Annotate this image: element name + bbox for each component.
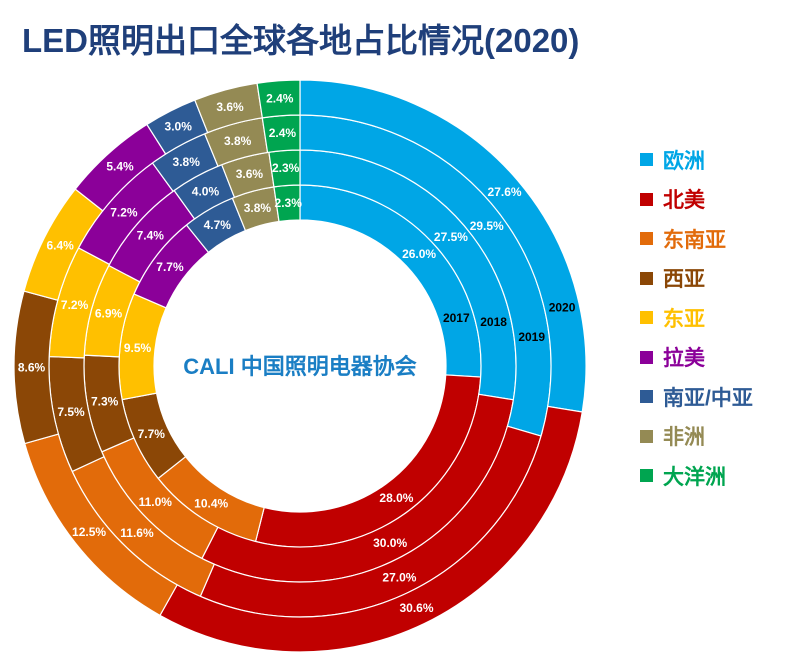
- legend-item: 非洲: [640, 417, 753, 457]
- data-label: 7.5%: [57, 405, 85, 419]
- data-label: 7.7%: [138, 427, 166, 441]
- legend-swatch: [640, 469, 653, 483]
- legend: 欧洲北美东南亚西亚东亚拉美南亚/中亚非洲大洋洲: [640, 140, 753, 496]
- data-label: 28.0%: [379, 491, 413, 505]
- legend-swatch: [640, 311, 653, 325]
- legend-swatch: [640, 350, 653, 364]
- data-label: 2.3%: [275, 196, 303, 210]
- legend-item: 西亚: [640, 259, 753, 299]
- data-label: 3.8%: [224, 134, 252, 148]
- legend-swatch: [640, 429, 653, 443]
- legend-swatch: [640, 153, 653, 167]
- data-label: 3.6%: [216, 100, 244, 114]
- data-label: 27.6%: [488, 185, 522, 199]
- legend-swatch: [640, 271, 653, 285]
- legend-item: 大洋洲: [640, 456, 753, 496]
- legend-label: 西亚: [663, 268, 705, 292]
- data-label: 2.4%: [266, 91, 294, 105]
- data-label: 3.0%: [165, 120, 193, 134]
- year-label: 2017: [443, 311, 470, 325]
- data-label: 7.2%: [110, 206, 138, 220]
- data-label: 5.4%: [106, 160, 134, 174]
- legend-label: 大洋洲: [663, 465, 726, 489]
- legend-label: 北美: [663, 189, 705, 213]
- logo: CALI 中国照明电器协会: [183, 354, 416, 379]
- data-label: 26.0%: [402, 247, 436, 261]
- data-label: 10.4%: [194, 496, 228, 510]
- legend-item: 拉美: [640, 338, 753, 378]
- data-label: 3.8%: [244, 201, 272, 215]
- data-label: 11.6%: [120, 526, 154, 540]
- legend-label: 南亚/中亚: [663, 386, 753, 410]
- data-label: 4.7%: [204, 218, 232, 232]
- legend-item: 东亚: [640, 298, 753, 338]
- legend-label: 东南亚: [663, 228, 726, 252]
- data-label: 29.5%: [470, 219, 504, 233]
- data-label: 2.3%: [272, 161, 300, 175]
- data-label: 30.0%: [373, 536, 407, 550]
- data-label: 3.6%: [236, 167, 264, 181]
- chart-title: LED照明出口全球各地占比情况(2020): [22, 22, 580, 59]
- year-label: 2020: [549, 301, 576, 315]
- legend-label: 非洲: [663, 426, 705, 450]
- legend-item: 北美: [640, 180, 753, 220]
- data-label: 7.7%: [156, 260, 184, 274]
- legend-swatch: [640, 192, 653, 206]
- data-label: 11.0%: [139, 495, 173, 509]
- year-label: 2019: [518, 330, 545, 344]
- legend-item: 欧洲: [640, 140, 753, 180]
- data-label: 30.6%: [399, 601, 433, 615]
- legend-item: 南亚/中亚: [640, 377, 753, 417]
- legend-item: 东南亚: [640, 219, 753, 259]
- data-label: 7.2%: [61, 298, 89, 312]
- data-label: 6.4%: [46, 238, 74, 252]
- data-label: 8.6%: [18, 360, 46, 374]
- data-label: 4.0%: [192, 184, 220, 198]
- data-label: 2.4%: [269, 126, 297, 140]
- legend-swatch: [640, 232, 653, 246]
- data-label: 27.5%: [434, 230, 468, 244]
- data-label: 12.5%: [72, 525, 106, 539]
- legend-label: 拉美: [663, 347, 705, 371]
- data-label: 7.3%: [91, 394, 119, 408]
- legend-label: 欧洲: [663, 149, 705, 173]
- data-label: 9.5%: [124, 341, 152, 355]
- data-label: 6.9%: [95, 307, 123, 321]
- legend-swatch: [640, 390, 653, 404]
- data-label: 7.4%: [137, 229, 165, 243]
- year-label: 2018: [480, 315, 507, 329]
- data-label: 3.8%: [173, 155, 201, 169]
- segment-2020-8: [256, 79, 301, 119]
- legend-label: 东亚: [663, 307, 705, 331]
- data-label: 27.0%: [382, 570, 416, 584]
